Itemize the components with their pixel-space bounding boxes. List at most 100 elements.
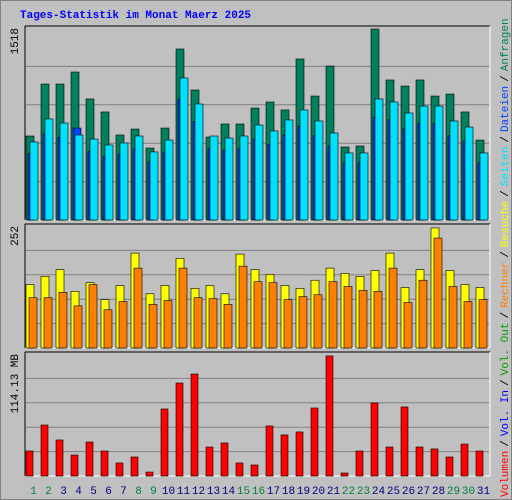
bar bbox=[239, 135, 249, 221]
legend-entry: Volumen bbox=[500, 451, 512, 497]
bar bbox=[115, 462, 124, 477]
legend-entry: Anfragen bbox=[500, 18, 512, 71]
bar bbox=[100, 450, 109, 477]
bar bbox=[160, 408, 169, 477]
bar bbox=[164, 139, 174, 221]
bar bbox=[430, 448, 439, 477]
bar bbox=[179, 77, 189, 221]
bar bbox=[479, 152, 489, 221]
x-tick-label: 21 bbox=[327, 486, 341, 498]
bar bbox=[190, 373, 199, 477]
bar bbox=[265, 425, 274, 477]
bar bbox=[419, 105, 429, 221]
bar bbox=[314, 120, 324, 221]
bar bbox=[145, 471, 154, 477]
bar bbox=[28, 297, 38, 349]
bar bbox=[434, 105, 444, 221]
bar bbox=[344, 152, 354, 221]
x-tick-label: 13 bbox=[207, 486, 220, 498]
x-tick-label: 9 bbox=[150, 486, 157, 498]
y-tick-label: 252 bbox=[10, 226, 22, 246]
bar bbox=[103, 309, 113, 349]
bar bbox=[44, 118, 54, 221]
bar bbox=[74, 134, 84, 221]
legend-separator: / bbox=[500, 312, 512, 319]
bar bbox=[283, 299, 293, 349]
bar bbox=[269, 130, 279, 221]
bar bbox=[43, 297, 53, 349]
x-tick-label: 4 bbox=[75, 486, 82, 498]
bar bbox=[389, 101, 399, 221]
x-tick-label: 2 bbox=[45, 486, 52, 498]
bar bbox=[130, 456, 139, 477]
bar bbox=[223, 304, 233, 349]
bar bbox=[448, 286, 458, 349]
bar bbox=[149, 151, 159, 221]
x-tick-label: 22 bbox=[342, 486, 355, 498]
bar bbox=[208, 298, 218, 349]
legend-entry: Besuche bbox=[500, 201, 512, 247]
bar bbox=[433, 237, 443, 349]
bar bbox=[464, 126, 474, 221]
bar bbox=[400, 406, 409, 477]
bar bbox=[373, 291, 383, 349]
bar bbox=[475, 450, 484, 477]
bar bbox=[343, 286, 353, 349]
chart-title: Tages-Statistik im Monat Maerz 2025 bbox=[20, 10, 251, 22]
legend-entry: Dateien bbox=[500, 86, 512, 132]
bar bbox=[59, 122, 69, 221]
bar bbox=[374, 98, 384, 221]
x-tick-label: 8 bbox=[135, 486, 142, 498]
legend-separator: / bbox=[500, 75, 512, 82]
x-tick-label: 30 bbox=[462, 486, 475, 498]
legend-separator: / bbox=[500, 379, 512, 386]
bar bbox=[268, 282, 278, 349]
x-tick-label: 7 bbox=[120, 486, 127, 498]
x-tick-label: 25 bbox=[387, 486, 400, 498]
bar bbox=[403, 302, 413, 349]
legend: Volumen / Vol. In / Vol. Out / Rechner / Besuche… bbox=[500, 18, 512, 497]
x-tick-label: 26 bbox=[402, 486, 415, 498]
bar bbox=[340, 472, 349, 477]
x-tick-label: 16 bbox=[252, 486, 265, 498]
bar bbox=[254, 124, 264, 221]
x-tick-label: 19 bbox=[297, 486, 310, 498]
bar bbox=[250, 464, 259, 477]
x-tick-label: 14 bbox=[222, 486, 236, 498]
bar bbox=[73, 305, 83, 349]
bar bbox=[325, 355, 334, 477]
bar bbox=[89, 138, 99, 221]
bar bbox=[70, 454, 79, 477]
bar bbox=[313, 294, 323, 349]
bar bbox=[175, 382, 184, 477]
bar bbox=[460, 443, 469, 477]
bar bbox=[280, 434, 289, 477]
bar bbox=[85, 441, 94, 477]
x-tick-label: 24 bbox=[372, 486, 386, 498]
bar bbox=[194, 103, 204, 221]
bar bbox=[253, 281, 263, 349]
bar bbox=[235, 462, 244, 477]
legend-entry: Rechner bbox=[500, 262, 512, 308]
x-tick-label: 27 bbox=[417, 486, 430, 498]
bar bbox=[148, 304, 158, 349]
bar bbox=[29, 141, 39, 221]
bar bbox=[178, 267, 188, 349]
bar bbox=[295, 431, 304, 477]
bar bbox=[310, 407, 319, 477]
bar bbox=[118, 301, 128, 349]
x-tick-label: 6 bbox=[105, 486, 112, 498]
bar bbox=[388, 267, 398, 349]
x-tick-label: 29 bbox=[447, 486, 460, 498]
bar bbox=[58, 292, 68, 349]
bar bbox=[385, 446, 394, 477]
bar bbox=[238, 265, 248, 349]
bar bbox=[299, 109, 309, 221]
x-tick-label: 20 bbox=[312, 486, 325, 498]
bar bbox=[205, 446, 214, 477]
legend-separator: / bbox=[500, 440, 512, 447]
x-tick-label: 3 bbox=[60, 486, 67, 498]
y-tick-label: 1518 bbox=[10, 28, 22, 54]
bar bbox=[449, 120, 459, 221]
